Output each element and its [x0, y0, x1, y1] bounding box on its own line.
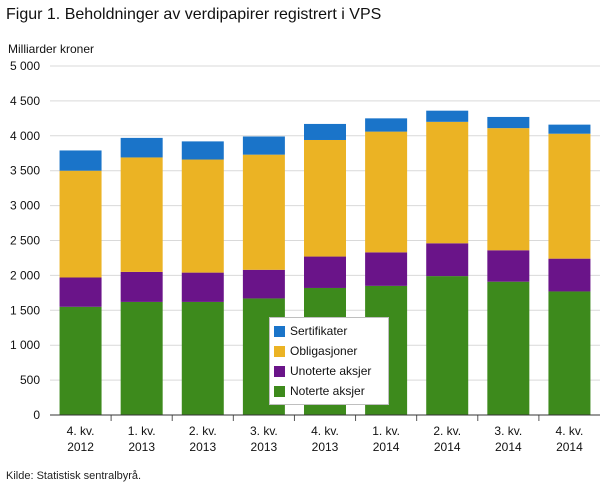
x-tick-label: 1. kv.: [372, 424, 400, 438]
bar-segment: [426, 110, 469, 122]
y-tick-label: 5 000: [10, 59, 40, 73]
y-tick-label: 0: [33, 408, 40, 422]
legend-label: Obligasjoner: [290, 344, 358, 358]
bar-segment: [120, 157, 163, 272]
y-tick-label: 3 000: [10, 199, 40, 213]
x-tick-label: 3. kv.: [494, 424, 522, 438]
bar-segment: [487, 128, 530, 251]
x-tick-label: 2013: [251, 440, 278, 454]
bar-segment: [365, 131, 408, 253]
chart-title: Figur 1. Beholdninger av verdipapirer re…: [6, 6, 382, 23]
x-tick-label: 2. kv.: [433, 424, 461, 438]
y-tick-label: 2 500: [10, 234, 40, 248]
legend-label: Noterte aksjer: [290, 384, 365, 398]
legend-swatch: [274, 385, 285, 397]
y-tick-label: 3 500: [10, 164, 40, 178]
bar-segment: [304, 139, 346, 257]
bar-segment: [548, 291, 591, 415]
bar-segment: [365, 118, 408, 132]
legend-item: Obligasjoner: [274, 341, 384, 361]
legend-swatch: [274, 365, 285, 377]
x-tick-label: 2012: [67, 440, 94, 454]
legend-swatch: [274, 345, 285, 357]
bar-segment: [242, 136, 285, 155]
bar-segment: [487, 281, 530, 415]
x-tick-label: 2013: [128, 440, 155, 454]
bar-segment: [487, 116, 530, 129]
x-tick-label: 2013: [189, 440, 216, 454]
bar-segment: [120, 301, 163, 415]
y-tick-label: 1 500: [10, 303, 40, 317]
legend-item: Unoterte aksjer: [274, 361, 384, 381]
bar-segment: [548, 133, 591, 259]
legend-item: Sertifikater: [274, 321, 384, 341]
bar-segment: [59, 277, 102, 307]
y-tick-label: 4 500: [10, 94, 40, 108]
x-tick-label: 2014: [434, 440, 461, 454]
y-tick-label: 2 000: [10, 268, 40, 282]
bar-segment: [59, 306, 102, 415]
bar-segment: [59, 150, 102, 171]
bars: [59, 110, 591, 415]
bar-segment: [304, 256, 346, 288]
bar-segment: [59, 170, 102, 278]
bar-segment: [181, 301, 224, 415]
source-note: Kilde: Statistisk sentralbyrå.: [6, 470, 142, 482]
y-axis-label: Milliarder kroner: [8, 42, 94, 56]
bar-segment: [120, 271, 163, 302]
bar-segment: [548, 258, 591, 292]
bar-segment: [181, 141, 224, 160]
bar-segment: [242, 154, 285, 270]
bar-segment: [120, 137, 163, 158]
bar-segment: [181, 159, 224, 273]
y-tick-label: 500: [20, 373, 40, 387]
x-tick-label: 2014: [495, 440, 522, 454]
x-tick-label: 2014: [556, 440, 583, 454]
bar-segment: [242, 269, 285, 299]
bar-segment: [426, 121, 469, 244]
bar-segment: [426, 243, 469, 277]
x-tick-label: 4. kv.: [67, 424, 95, 438]
axes: Milliarder kroner 0 500 1 000 1 500 2 000 2 50…: [8, 42, 600, 454]
bar-segment: [426, 276, 469, 415]
x-tick-label: 4. kv.: [556, 424, 584, 438]
bar-segment: [365, 252, 408, 286]
x-tick-label: 3. kv.: [250, 424, 278, 438]
y-tick-label: 1 000: [10, 338, 40, 352]
legend-swatch: [274, 325, 285, 337]
legend-item: Noterte aksjer: [274, 381, 384, 401]
legend-label: Unoterte aksjer: [290, 364, 372, 378]
bar-segment: [181, 272, 224, 302]
x-tick-label: 2. kv.: [189, 424, 217, 438]
x-tick-label: 4. kv.: [311, 424, 339, 438]
x-tick-label: 2014: [373, 440, 400, 454]
x-tick-label: 1. kv.: [128, 424, 156, 438]
legend-label: Sertifikater: [290, 324, 348, 338]
x-tick-label: 2013: [312, 440, 339, 454]
y-tick-label: 4 000: [10, 129, 40, 143]
bar-segment: [304, 123, 346, 140]
bar-segment: [487, 250, 530, 282]
bar-segment: [548, 124, 591, 134]
chart-legend: Sertifikater Obligasjoner Unoterte aksjer N…: [269, 317, 389, 405]
